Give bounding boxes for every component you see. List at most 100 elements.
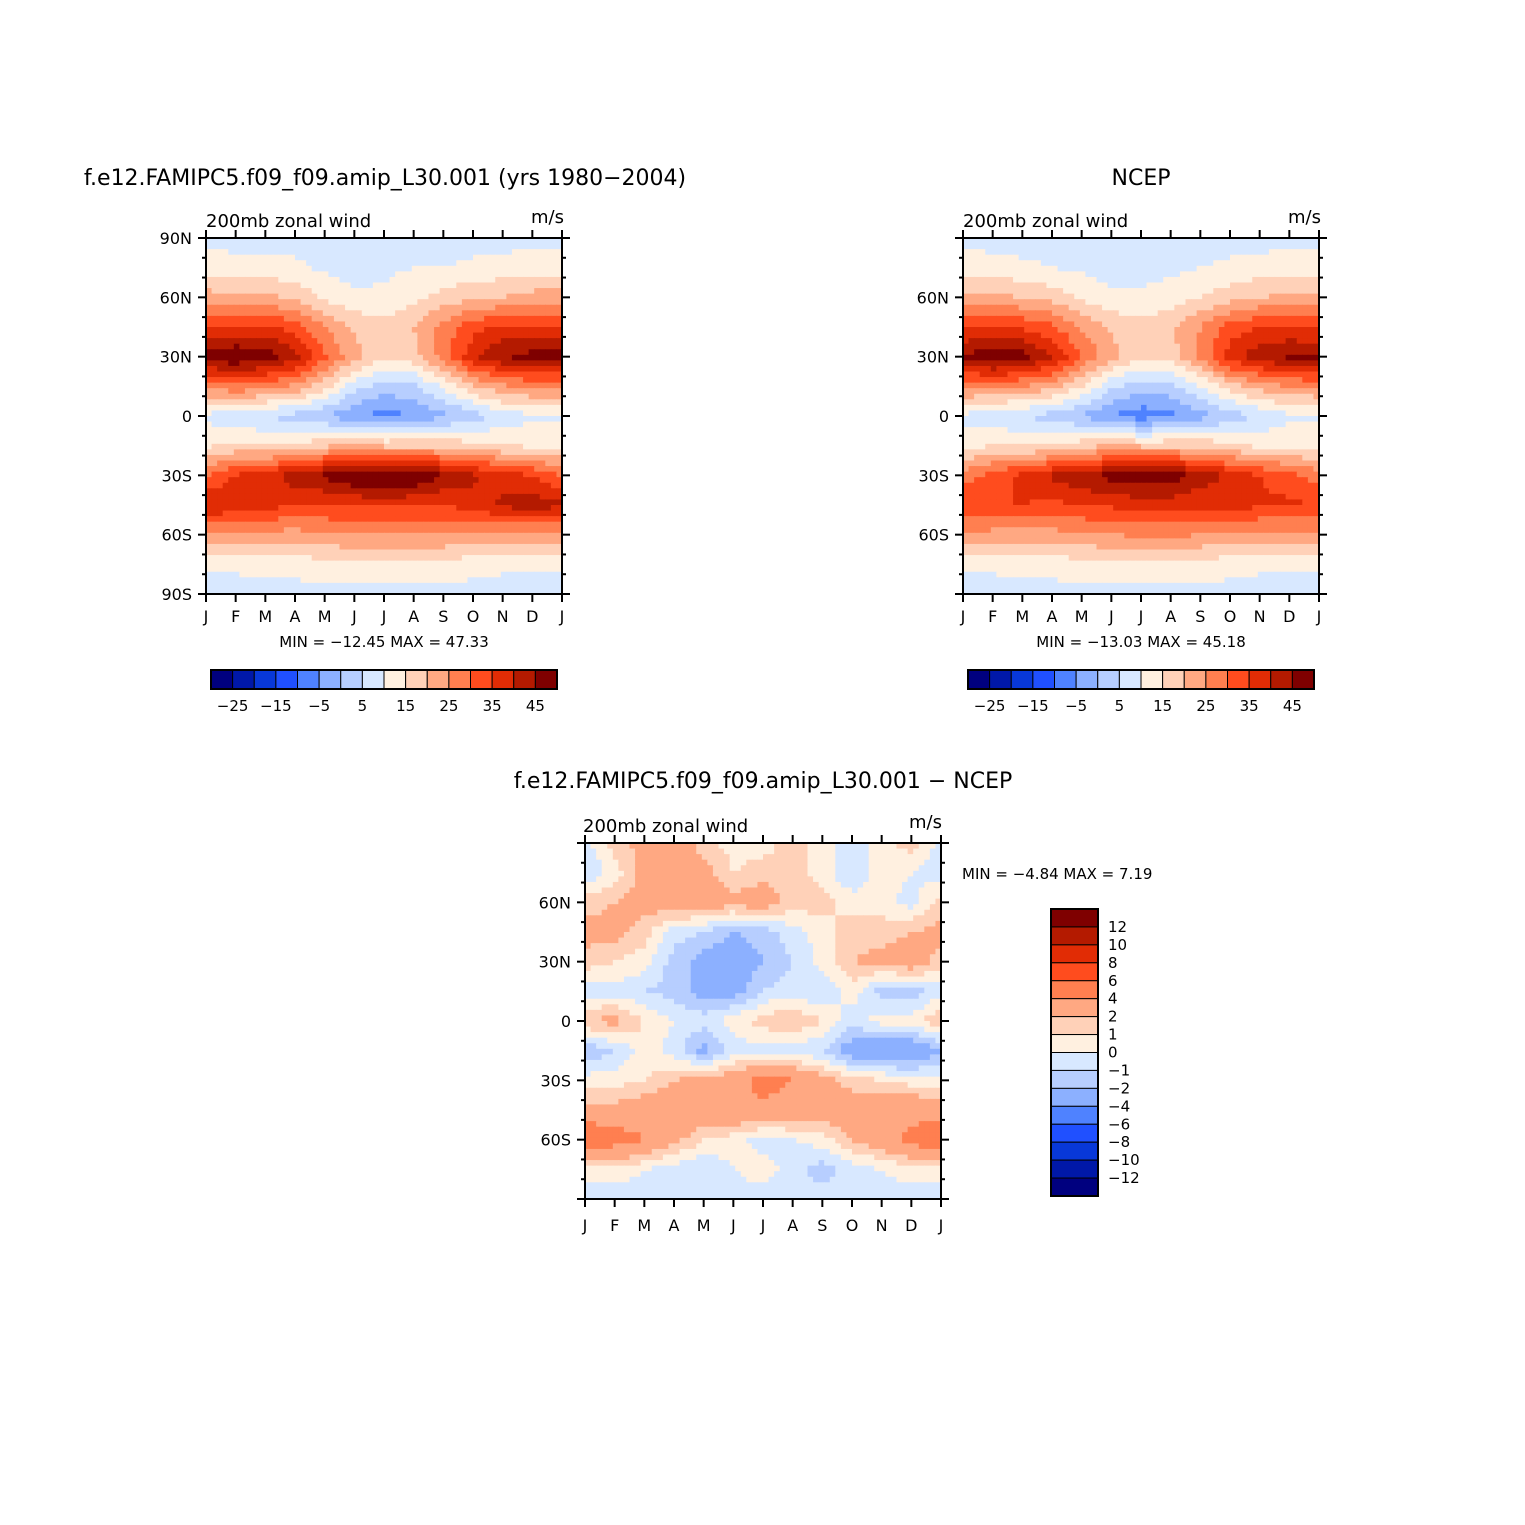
contour-cell (528, 538, 535, 545)
contour-cell (489, 527, 496, 534)
contour-cell (295, 343, 302, 350)
contour-cell (211, 343, 218, 350)
contour-cell (523, 327, 530, 334)
contour-cell (511, 421, 519, 428)
contour-cell (539, 421, 546, 428)
contour-cell (556, 288, 562, 295)
contour-cell (267, 427, 274, 434)
contour-cell (422, 555, 430, 562)
contour-cell (350, 555, 357, 562)
contour-cell (1191, 265, 1198, 272)
contour-cell (283, 293, 291, 300)
contour-cell (428, 477, 435, 484)
contour-cell (467, 254, 474, 261)
contour-cell (1157, 254, 1164, 261)
contour-cell (211, 388, 218, 395)
contour-cell (206, 365, 213, 373)
contour-cell (378, 338, 385, 345)
contour-cell (1302, 288, 1309, 295)
contour-cell (389, 532, 396, 539)
panel-title: f.e12.FAMIPC5.f09_f09.amip_L30.001 (yrs … (84, 166, 686, 191)
contour-cell (328, 510, 335, 517)
contour-cell (467, 543, 474, 551)
contour-cell (528, 454, 535, 462)
contour-cell (356, 527, 363, 534)
contour-cell (422, 265, 430, 272)
contour-cell (550, 288, 558, 295)
contour-cell (422, 549, 430, 556)
contour-cell (384, 499, 391, 506)
contour-cell (244, 254, 252, 261)
contour-cell (278, 427, 285, 434)
contour-cell (1168, 243, 1175, 250)
contour-cell (300, 299, 307, 306)
contour-cell (489, 516, 496, 523)
contour-cell (261, 276, 268, 284)
contour-cell (1135, 254, 1142, 261)
contour-cell (244, 332, 252, 339)
contour-cell (322, 521, 329, 528)
contour-cell (550, 549, 558, 556)
contour-cell (306, 571, 313, 578)
contour-cell (500, 282, 507, 289)
contour-cell (1296, 288, 1303, 295)
contour-cell (506, 271, 513, 278)
contour-cell (445, 388, 452, 395)
contour-cell (979, 276, 986, 284)
contour-cell (361, 288, 368, 295)
contour-cell (239, 449, 246, 456)
contour-cell (361, 299, 368, 306)
contour-cell (963, 299, 970, 306)
contour-cell (511, 477, 519, 484)
contour-cell (384, 549, 391, 556)
contour-cell (395, 571, 402, 578)
contour-cell (1163, 243, 1170, 250)
contour-cell (384, 571, 391, 578)
contour-cell (350, 560, 357, 567)
contour-cell (461, 510, 469, 517)
contour-cell (283, 438, 291, 445)
contour-cell (439, 388, 446, 395)
contour-cell (1241, 238, 1248, 245)
contour-cell (506, 471, 513, 478)
contour-cell (539, 410, 546, 417)
contour-cell (356, 243, 363, 250)
contour-cell (445, 265, 452, 272)
contour-cell (228, 393, 235, 400)
contour-cell (367, 282, 374, 289)
contour-cell (322, 315, 329, 323)
contour-cell (1118, 254, 1125, 261)
contour-cell (406, 254, 413, 261)
contour-cell (1146, 299, 1153, 306)
contour-cell (461, 382, 469, 389)
contour-cell (406, 488, 413, 495)
contour-cell (206, 421, 213, 428)
contour-cell (272, 238, 279, 245)
contour-cell (206, 566, 213, 573)
contour-cell (356, 482, 363, 489)
contour-cell (333, 438, 341, 445)
contour-cell (461, 416, 469, 423)
contour-cell (278, 571, 285, 578)
contour-cell (400, 282, 407, 289)
contour-cell (211, 299, 218, 306)
contour-cell (539, 249, 546, 256)
contour-cell (1046, 260, 1053, 267)
contour-cell (534, 249, 541, 256)
contour-cell (350, 271, 357, 278)
contour-cell (1313, 254, 1319, 261)
contour-cell (233, 276, 240, 284)
contour-cell (478, 388, 485, 395)
contour-cell (450, 471, 457, 478)
contour-cell (211, 321, 218, 328)
contour-cell (467, 555, 474, 562)
y-tick-label: 30S (161, 466, 192, 485)
contour-cell (489, 393, 496, 400)
contour-cell (222, 471, 229, 478)
contour-cell (539, 371, 546, 378)
x-tick-label: M (318, 607, 332, 626)
contour-cell (996, 238, 1003, 245)
contour-cell (350, 532, 357, 539)
contour-cell (367, 310, 374, 317)
contour-cell (367, 566, 374, 573)
